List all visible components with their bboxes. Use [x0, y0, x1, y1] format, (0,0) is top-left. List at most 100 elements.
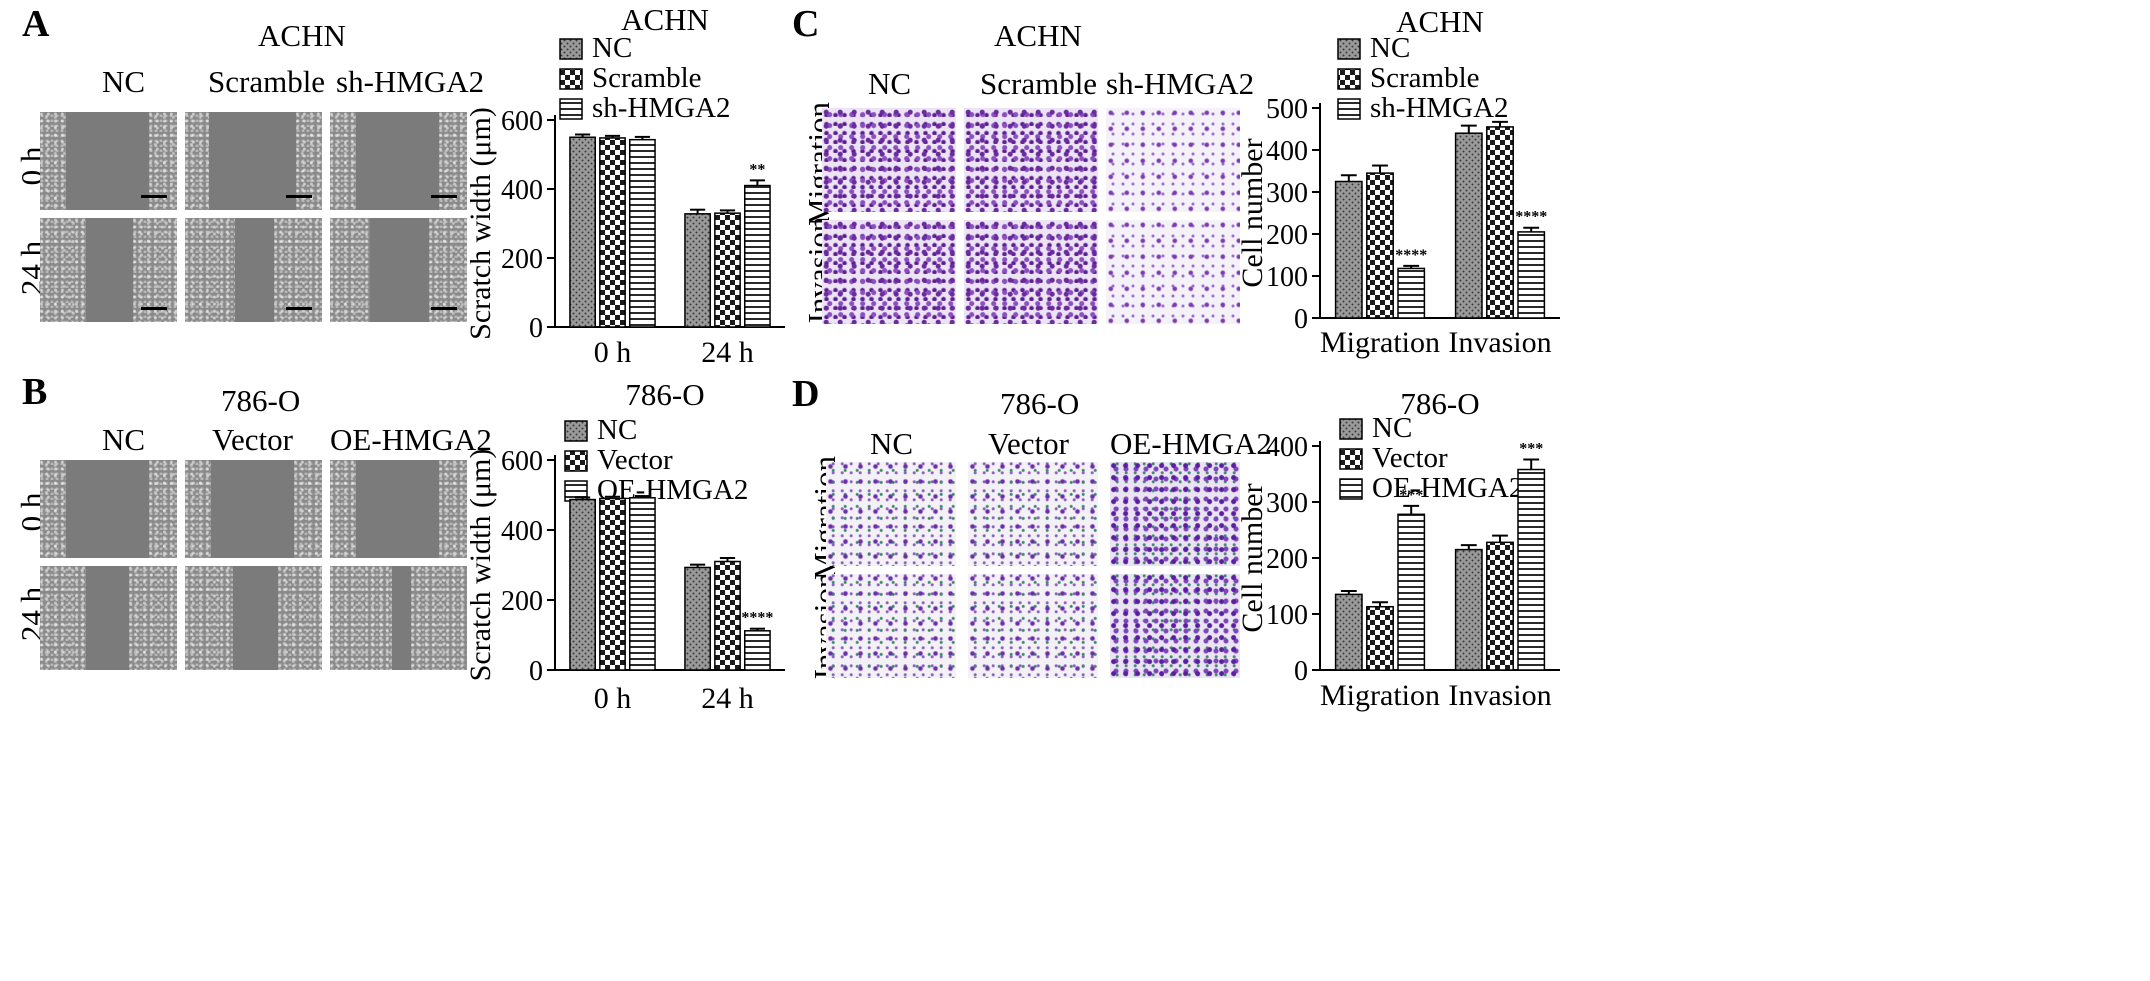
bar-scramble-migration — [1366, 172, 1394, 319]
bar-vector-0-h — [599, 497, 626, 671]
panel-a-image-nc-24h — [40, 218, 177, 322]
y-tick-label: 200 — [1266, 220, 1308, 251]
panel-b-image-vector-24h — [185, 566, 322, 670]
bar-sh-hmga2-migration — [1397, 267, 1426, 319]
panel-c-col-label-3: sh-HMGA2 — [1106, 66, 1255, 101]
bar-oe-hmga2-0-h — [629, 497, 656, 671]
panel-b-image-vector-0h — [185, 460, 322, 558]
panel-c-image-scramble-invasion — [964, 220, 1098, 324]
panel-b-col-label-1: NC — [102, 422, 146, 457]
y-tick-label: 0 — [1294, 304, 1308, 335]
bar-sh-hmga2-0-h — [629, 138, 656, 328]
panel-d-image-nc-invasion — [826, 574, 956, 678]
y-axis-label: Cell number — [1240, 483, 1269, 632]
significance-marker: *** — [1399, 487, 1423, 504]
significance-marker: **** — [741, 610, 773, 627]
y-tick-label: 600 — [501, 446, 543, 477]
bar-oe-hmga2-24-h — [744, 630, 771, 671]
bar-nc-24-h — [684, 213, 711, 328]
legend-label-nc: NC — [597, 414, 637, 446]
y-tick-label: 400 — [501, 516, 543, 547]
panel-letter-d: D — [792, 373, 820, 415]
panel-d-col-label-3: OE-HMGA2 — [1110, 426, 1272, 461]
significance-marker: **** — [1515, 209, 1547, 226]
panel-d-image-nc-migration — [826, 462, 956, 566]
legend-label-nc: NC — [592, 32, 632, 64]
x-tick-label-0-h: 0 h — [594, 682, 632, 715]
legend-label-oe-hmga2: OE-HMGA2 — [1372, 472, 1523, 504]
bar-nc-0-h — [569, 498, 596, 671]
panel-d-image-oehmga2-migration — [1110, 462, 1240, 566]
chart-title: 786-O — [625, 377, 704, 412]
bar-nc-invasion — [1454, 548, 1483, 671]
panel-a-image-scramble-24h — [185, 218, 322, 322]
legend-label-nc: NC — [1372, 412, 1412, 444]
bar-nc-invasion — [1454, 132, 1483, 319]
y-axis-label: Cell number — [1240, 138, 1269, 287]
y-tick-label: 0 — [529, 656, 543, 687]
y-tick-label: 0 — [529, 313, 543, 344]
legend-label-vector: Vector — [597, 444, 673, 476]
panel-letter-c: C — [792, 3, 820, 45]
legend-swatch-nc — [564, 420, 588, 442]
panel-c-col-label-2: Scramble — [980, 66, 1098, 101]
panel-b-image-nc-0h — [40, 460, 177, 558]
y-tick-label: 100 — [1266, 600, 1308, 631]
y-tick-label: 600 — [501, 106, 543, 137]
panel-a-title: ACHN — [258, 18, 346, 53]
panel-c-image-shhmga2-invasion — [1106, 220, 1240, 324]
legend-swatch-nc — [1339, 418, 1363, 440]
bar-scramble-invasion — [1486, 126, 1514, 319]
panel-a-col-label-2: Scramble — [208, 64, 326, 99]
bar-scramble-24-h — [714, 212, 741, 328]
x-tick-label-24-h: 24 h — [701, 336, 754, 369]
bar-nc-24-h — [684, 566, 711, 671]
panel-b-title: 786-O — [221, 383, 301, 418]
panel-c-col-label-1: NC — [868, 66, 912, 101]
y-tick-label: 400 — [501, 175, 543, 206]
panel-d-image-oehmga2-invasion — [1110, 574, 1240, 678]
legend-swatch-sh-hmga2 — [1337, 98, 1361, 120]
y-tick-label: 0 — [1294, 656, 1308, 687]
significance-marker: ** — [749, 161, 765, 178]
chart-title: ACHN — [1396, 4, 1484, 39]
legend-label-scramble: Scramble — [1370, 62, 1480, 94]
x-tick-label-invasion: Invasion — [1448, 326, 1551, 359]
legend-swatch-nc — [1337, 38, 1361, 60]
legend-swatch-oe-hmga2 — [1339, 478, 1363, 500]
legend-swatch-vector — [564, 450, 588, 472]
x-tick-label-migration: Migration — [1320, 326, 1440, 359]
y-tick-label: 400 — [1266, 136, 1308, 167]
y-tick-label: 200 — [501, 244, 543, 275]
x-tick-label-0-h: 0 h — [594, 336, 632, 369]
panel-b-col-label-2: Vector — [212, 422, 293, 457]
legend-swatch-vector — [1339, 448, 1363, 470]
y-tick-label: 200 — [1266, 544, 1308, 575]
panel-a-col-label-3: sh-HMGA2 — [336, 64, 485, 99]
significance-marker: *** — [1519, 440, 1543, 457]
legend-label-vector: Vector — [1372, 442, 1448, 474]
y-tick-label: 300 — [1266, 178, 1308, 209]
panel-d-title: 786-O — [1000, 386, 1080, 421]
y-axis-label: Scratch width (μm) — [470, 107, 497, 340]
significance-marker: **** — [1395, 247, 1427, 264]
legend-swatch-nc — [559, 38, 583, 60]
bar-nc-migration — [1334, 593, 1363, 671]
legend-label-scramble: Scramble — [592, 62, 702, 94]
bar-nc-0-h — [569, 136, 596, 328]
panel-c-image-scramble-migration — [964, 108, 1098, 212]
panel-b-image-oehmga2-0h — [330, 460, 467, 558]
bar-scramble-0-h — [599, 137, 626, 328]
bar-vector-migration — [1366, 605, 1394, 671]
bar-vector-24-h — [714, 560, 741, 671]
x-tick-label-invasion: Invasion — [1448, 679, 1551, 712]
legend-label-sh-hmga2: sh-HMGA2 — [1370, 92, 1509, 124]
panel-d-col-label-1: NC — [870, 426, 914, 461]
panel-c-title: ACHN — [994, 18, 1082, 53]
panel-b-col-label-3: OE-HMGA2 — [330, 422, 492, 457]
bar-sh-hmga2-24-h — [744, 184, 771, 328]
